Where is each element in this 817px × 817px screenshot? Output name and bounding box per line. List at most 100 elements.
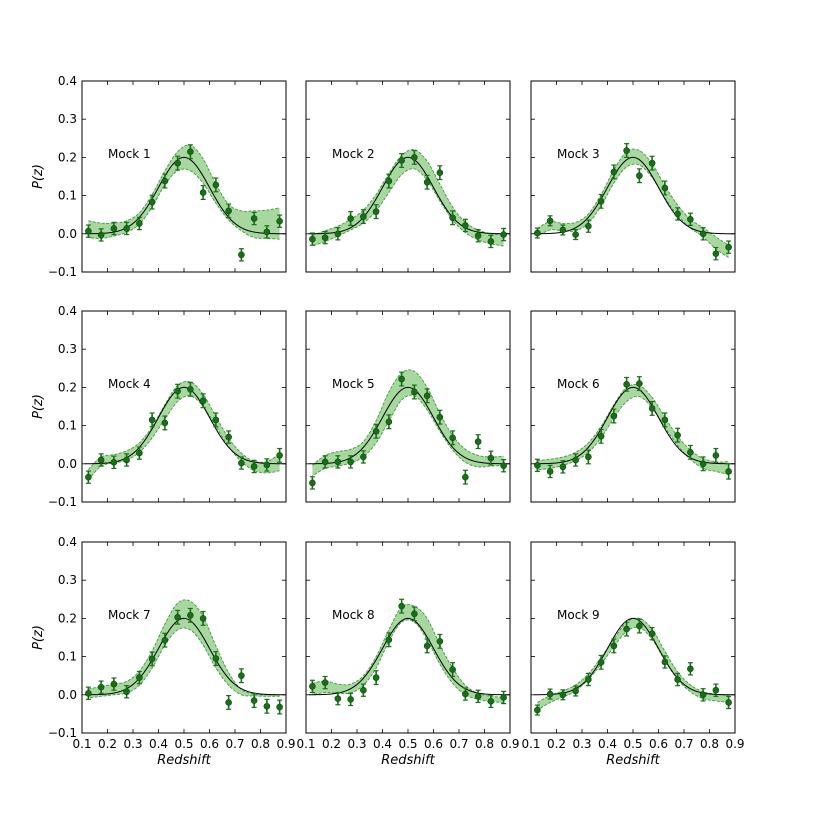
confidence-band	[88, 144, 280, 240]
data-point	[360, 213, 367, 220]
confidence-band	[312, 149, 504, 247]
data-point	[123, 688, 130, 696]
data-point	[238, 672, 245, 680]
plot-area	[85, 380, 286, 484]
data-point	[398, 157, 405, 164]
x-tick-label: 0.3	[572, 737, 591, 751]
data-point	[559, 691, 567, 699]
data-point	[699, 230, 707, 238]
data-point	[610, 642, 618, 650]
band-upper-edge	[88, 599, 280, 696]
data-point	[546, 217, 554, 225]
panel-label: Mock 6	[557, 377, 600, 391]
band-lower-edge	[537, 163, 729, 258]
x-tick-label: 0.7	[225, 737, 244, 751]
data-point	[487, 697, 495, 705]
panel-label: Mock 9	[557, 608, 600, 622]
plot-area	[309, 149, 510, 249]
data-point	[487, 454, 495, 462]
data-point	[487, 238, 495, 245]
data-point	[661, 416, 669, 424]
x-tick-label: 0.9	[500, 737, 519, 751]
data-point	[712, 250, 720, 257]
data-point	[449, 666, 456, 673]
data-point	[661, 658, 669, 666]
data-point	[161, 419, 169, 427]
data-point	[687, 665, 694, 673]
data-point	[572, 456, 579, 464]
data-point	[334, 230, 342, 238]
data-point	[187, 148, 194, 155]
data-point	[238, 459, 245, 467]
data-point	[436, 638, 444, 645]
x-tick-label: 0.8	[700, 737, 719, 751]
panel-frame	[530, 80, 736, 273]
data-point	[572, 687, 579, 695]
x-tick-label: 0.2	[98, 737, 117, 751]
data-point	[534, 229, 541, 237]
true-model-line	[534, 617, 735, 696]
panel-5: Mock 5	[305, 310, 511, 503]
panel-frame	[305, 310, 511, 503]
data-point	[411, 388, 418, 396]
data-point	[559, 226, 567, 234]
data-point	[225, 433, 232, 441]
data-point	[309, 683, 316, 690]
plot-area	[534, 143, 735, 261]
panel-7: −0.1 0.0 0.1 0.2 0.3 0.4 P(z) 0.1 0.2 0.3 0.4 0.5 0.…	[31, 535, 296, 768]
plot-area	[534, 617, 735, 716]
y-tick-label: 0.0	[58, 457, 77, 471]
data-point	[174, 159, 181, 167]
band-upper-edge	[88, 380, 280, 470]
y-tick-label: 0.1	[58, 419, 77, 433]
band-lower-edge	[88, 395, 280, 481]
x-tick-label: 0.8	[475, 737, 494, 751]
data-point	[263, 702, 271, 710]
data-point	[212, 181, 220, 189]
panel-frame	[305, 80, 511, 273]
y-tick-label: 0.0	[58, 688, 77, 702]
x-tick-label: 0.4	[149, 737, 168, 751]
data-point	[585, 676, 592, 683]
data-point	[85, 473, 92, 481]
panel-frame	[81, 310, 287, 503]
data-point	[449, 434, 456, 442]
x-tick-label: 0.6	[649, 737, 668, 751]
x-axis-title: Redshift	[606, 753, 660, 768]
panel-label: Mock 4	[108, 377, 151, 391]
x-axis-title: Redshift	[381, 753, 435, 768]
plot-area	[309, 369, 510, 490]
plot-area	[85, 599, 286, 715]
data-point	[648, 159, 656, 167]
y-tick-label: 0.2	[58, 611, 77, 625]
data-point	[623, 625, 630, 633]
band-upper-edge	[312, 149, 504, 236]
x-tick-label: 0.1	[72, 737, 91, 751]
panel-label: Mock 2	[332, 147, 375, 161]
y-tick-label: 0.2	[58, 380, 77, 394]
data-point	[699, 691, 707, 699]
band-upper-edge	[312, 603, 504, 698]
y-tick-label: 0.3	[58, 112, 77, 126]
data-point	[572, 231, 579, 238]
data-point	[123, 225, 130, 232]
x-tick-label: 0.4	[598, 737, 617, 751]
x-tick-label: 0.8	[251, 737, 270, 751]
data-point	[199, 189, 207, 196]
data-point	[674, 210, 681, 218]
plot-area	[85, 144, 286, 262]
panel-frame	[81, 541, 287, 734]
data-point	[636, 622, 643, 630]
panel-3: Mock 3	[530, 80, 736, 273]
data-point	[250, 697, 258, 704]
y-axis-title: P(z)	[31, 625, 46, 650]
y-tick-label: 0.1	[58, 189, 77, 203]
data-point	[411, 610, 418, 618]
true-model-line	[309, 386, 510, 465]
x-tick-label: 0.5	[623, 737, 642, 751]
data-point	[585, 222, 592, 230]
x-tick-label: 0.2	[547, 737, 566, 751]
data-point	[500, 231, 507, 238]
data-point	[398, 602, 405, 610]
